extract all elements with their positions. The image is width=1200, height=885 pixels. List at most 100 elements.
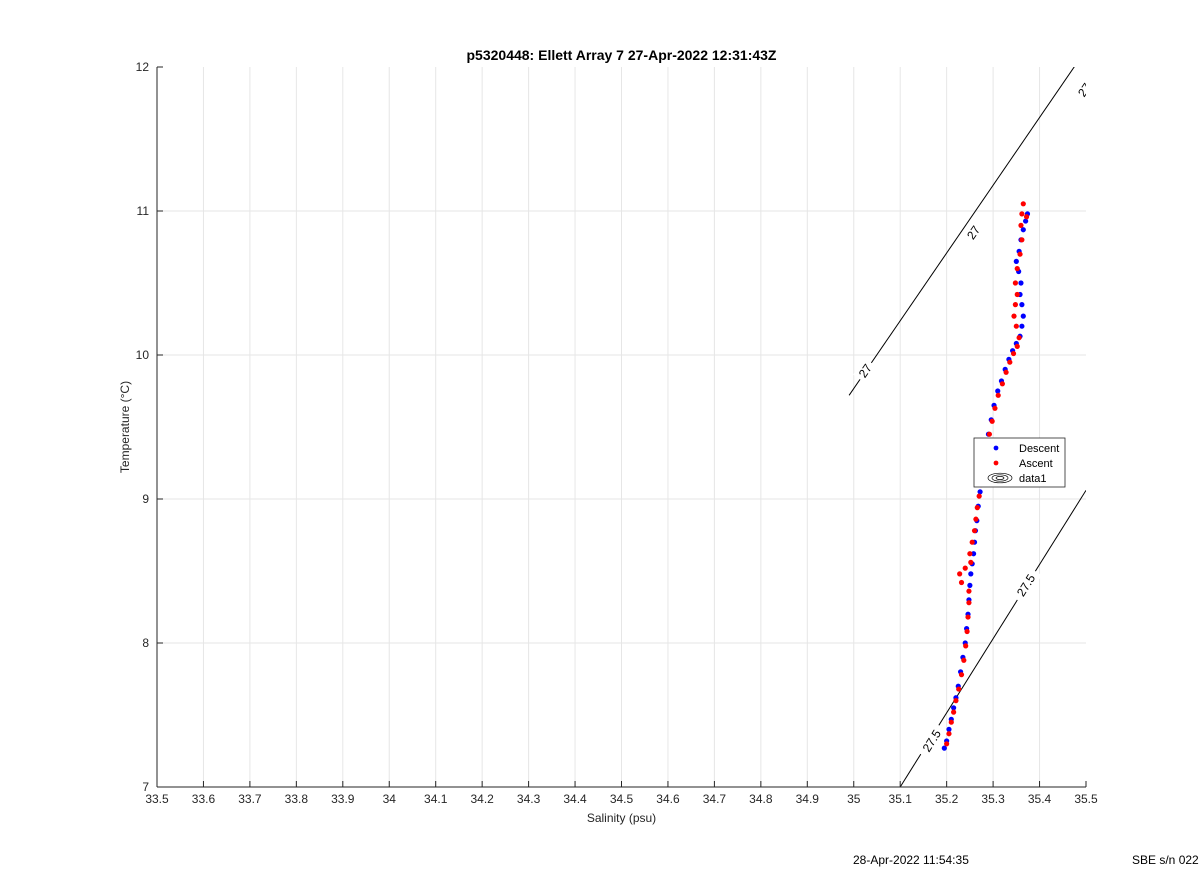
data-point — [951, 705, 957, 711]
data-point — [957, 571, 963, 577]
data-point — [989, 418, 995, 424]
x-tick-label: 33.9 — [331, 792, 355, 806]
data-point — [964, 628, 970, 635]
data-point — [1019, 302, 1025, 308]
contour-label-group: 27.5 — [915, 722, 948, 760]
data-point — [986, 431, 992, 437]
legend-contour-icon — [987, 472, 1013, 484]
legend-label: Descent — [1019, 443, 1059, 455]
data-point — [995, 388, 1001, 394]
data-point — [1012, 280, 1018, 286]
data-point — [968, 559, 974, 565]
legend-label: data1 — [1019, 473, 1047, 485]
x-tick-label: 33.5 — [145, 792, 169, 806]
contour-label: 27 — [1075, 80, 1094, 99]
x-tick-label: 35 — [847, 792, 861, 806]
data-point — [974, 505, 980, 511]
x-tick-label: 33.7 — [238, 792, 262, 806]
y-tick-label: 11 — [137, 204, 150, 218]
data-point — [1014, 343, 1020, 349]
contour-label-bg — [853, 358, 878, 384]
data-point — [961, 657, 967, 663]
contour-label-group: 27 — [1072, 77, 1094, 103]
data-point — [1023, 214, 1030, 220]
legend-label: Ascent — [1019, 458, 1053, 470]
x-tick-label: 34.8 — [749, 792, 773, 806]
legend-box — [973, 437, 1066, 488]
legend-marker — [993, 445, 999, 451]
data-point — [976, 493, 982, 499]
x-tick-label: 33.6 — [192, 792, 216, 806]
contour-label-group: 27 — [961, 219, 986, 246]
y-tick-label: 12 — [136, 60, 150, 74]
x-tick-label: 34.2 — [470, 792, 494, 806]
data-point — [967, 551, 973, 557]
data-point — [963, 643, 969, 649]
data-point — [1023, 218, 1029, 224]
series-ascent — [944, 201, 1030, 747]
x-tick-label: 34.4 — [563, 792, 587, 806]
contour-line — [848, 67, 1075, 396]
x-tick-label: 34.7 — [703, 792, 727, 806]
data-point — [966, 600, 972, 606]
data-point — [1012, 302, 1018, 308]
chart-title: p5320448: Ellett Array 7 27-Apr-2022 12:… — [467, 47, 777, 63]
x-tick-label: 34.3 — [517, 792, 541, 806]
data-point — [1013, 323, 1019, 329]
data-point — [965, 614, 971, 620]
y-tick-label: 9 — [142, 492, 149, 506]
legend-contour-icon — [991, 474, 1009, 482]
data-point — [968, 571, 974, 577]
contour-label-group: 27 — [853, 358, 878, 384]
contour-label-bg — [915, 722, 948, 760]
data-point — [944, 741, 950, 747]
contour-label-group: 27.5 — [1010, 566, 1042, 605]
data-point — [977, 489, 983, 495]
density-contours: 27 27 27 27.5 27.5 — [848, 67, 1094, 787]
grid-lines — [157, 67, 1086, 787]
data-point — [1011, 313, 1017, 319]
data-point — [1003, 369, 1009, 375]
x-tick-label: 34.6 — [656, 792, 680, 806]
data-point — [1014, 291, 1020, 298]
x-tick-label: 35.1 — [889, 792, 913, 806]
data-point — [1019, 211, 1025, 217]
contour-label-bg — [961, 219, 986, 246]
data-point — [1019, 323, 1025, 329]
data-point — [992, 405, 998, 411]
data-point — [958, 579, 965, 586]
y-axis-label: Temperature (°C) — [118, 381, 132, 473]
y-tick-label: 8 — [142, 636, 149, 650]
x-tick-label: 35.5 — [1074, 792, 1098, 806]
y-tick-label: 10 — [136, 348, 150, 362]
data-point — [971, 528, 978, 534]
data-point — [1010, 350, 1017, 357]
x-tick-label: 35.4 — [1028, 792, 1052, 806]
data-point — [969, 539, 975, 545]
data-point — [951, 709, 957, 715]
data-points — [941, 201, 1031, 751]
x-tick-label: 34.1 — [424, 792, 448, 806]
footer-timestamp: 28-Apr-2022 11:54:35 — [853, 853, 969, 867]
data-point — [1018, 280, 1024, 286]
data-point — [1020, 227, 1026, 233]
data-point — [1013, 258, 1019, 264]
x-tick-label: 34.5 — [610, 792, 634, 806]
data-point — [1007, 359, 1013, 365]
legend: Descent Ascent data1 — [973, 437, 1066, 488]
data-point — [956, 686, 962, 692]
data-point — [1019, 237, 1025, 243]
data-point — [973, 516, 979, 522]
data-point — [941, 745, 947, 751]
data-point — [962, 565, 968, 571]
data-point — [1016, 335, 1022, 341]
data-point — [1017, 251, 1023, 257]
data-point — [948, 719, 954, 725]
data-point — [1014, 266, 1020, 272]
data-point — [999, 381, 1005, 387]
contour-label-bg — [1072, 77, 1086, 103]
x-tick-label: 34.9 — [796, 792, 820, 806]
x-axis-label: Salinity (psu) — [587, 811, 656, 825]
contour-label-bg — [1010, 566, 1042, 605]
